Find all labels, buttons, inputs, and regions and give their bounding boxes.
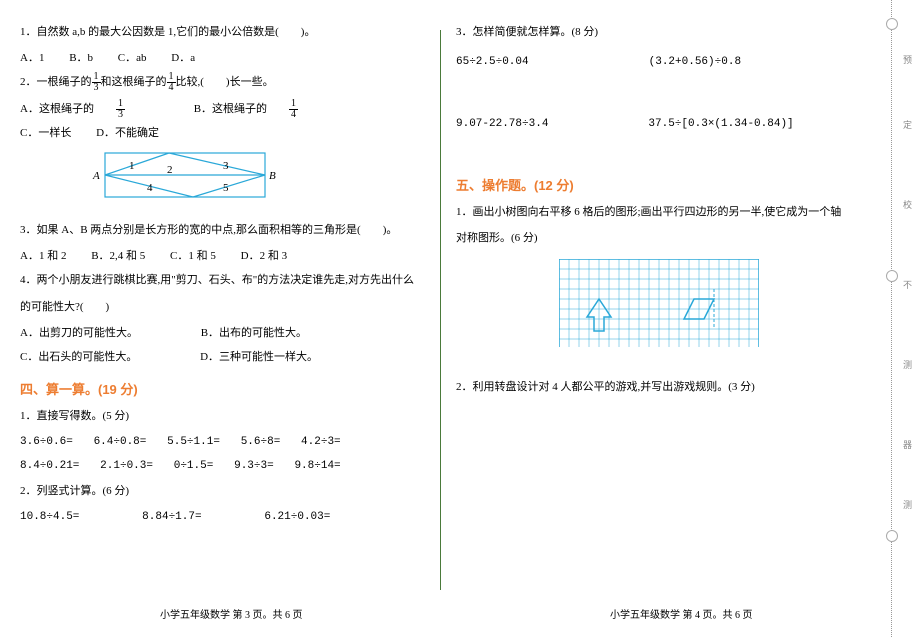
c3-1: 10.8÷4.5=	[20, 505, 79, 529]
svg-text:2: 2	[167, 164, 173, 176]
q1-opt-c: C．ab	[118, 46, 147, 70]
q4-opt-a: A．出剪刀的可能性大。	[20, 321, 138, 345]
margin-circle	[886, 18, 898, 30]
margin-label: 校	[901, 200, 914, 209]
q2b-pre: B．这根绳子的	[194, 97, 267, 121]
margin-label: 预	[901, 55, 914, 64]
margin-label: 定	[901, 120, 914, 129]
c3-3: 6.21÷0.03=	[264, 505, 330, 529]
op2-text: 2．利用转盘设计对 4 人都公平的游戏,并写出游戏规则。(3 分)	[456, 375, 861, 399]
svg-text:4: 4	[147, 182, 153, 194]
q4-opt-d: D．三种可能性一样大。	[200, 345, 318, 369]
q2b-n: 1	[289, 99, 298, 110]
margin-circle	[886, 530, 898, 542]
expr-row2: 9.07-22.78÷3.4 37.5÷[0.3×(1.34-0.84)]	[456, 118, 861, 130]
margin-label: 测	[901, 360, 914, 369]
calc2-row: 10.8÷4.5= 8.84÷1.7= 6.21÷0.03=	[20, 505, 425, 529]
expr1-2: (3.2+0.56)÷0.8	[649, 56, 741, 68]
q4-text2: 的可能性大?( )	[20, 295, 425, 319]
q2-pre: 2．一根绳子的	[20, 76, 92, 88]
c1-5: 4.2÷3=	[301, 430, 341, 454]
expr1-1: 65÷2.5÷0.04	[456, 56, 529, 68]
calc1-row2: 8.4÷0.21= 2.1÷0.3= 0÷1.5= 9.3÷3= 9.8÷14=	[20, 454, 425, 478]
q2a-pre: A．这根绳子的	[20, 97, 94, 121]
q2b-d: 4	[289, 110, 298, 120]
q2-post: 比较,( )长一些。	[176, 76, 274, 88]
q2-text: 2．一根绳子的13和这根绳子的14比较,( )长一些。	[20, 70, 425, 94]
calc2-title: 2．列竖式计算。(6 分)	[20, 479, 425, 503]
calc1-row1: 3.6÷0.6= 6.4÷0.8= 5.5÷1.1= 5.6÷8= 4.2÷3=	[20, 430, 425, 454]
q4-opt-c: C．出石头的可能性大。	[20, 345, 137, 369]
q2b-frac: 14	[289, 99, 320, 120]
margin-label: 不	[901, 280, 914, 289]
q2-opt-d: D．不能确定	[96, 121, 159, 145]
q2-options: A．这根绳子的13 B．这根绳子的14 C．一样长 D．不能确定	[20, 97, 425, 145]
q2-opt-b: B．这根绳子的 14	[194, 97, 342, 121]
footer-left: 小学五年级数学 第 3 页。共 6 页	[160, 606, 303, 621]
c2-4: 9.3÷3=	[234, 454, 274, 478]
left-column: 1．自然数 a,b 的最大公因数是 1,它们的最小公倍数是( )。 A．1 B．…	[20, 20, 440, 600]
grid-figure	[559, 259, 759, 347]
q3-text: 3．如果 A、B 两点分别是长方形的宽的中点,那么面积相等的三角形是( )。	[20, 218, 425, 242]
svg-text:5: 5	[223, 182, 229, 194]
calc1-title: 1．直接写得数。(5 分)	[20, 404, 425, 428]
expr2-1: 9.07-22.78÷3.4	[456, 118, 548, 130]
frac2-d: 4	[167, 83, 176, 93]
op1-line2: 对称图形。(6 分)	[456, 226, 861, 250]
c1-2: 6.4÷0.8=	[94, 430, 147, 454]
c2-3: 0÷1.5=	[174, 454, 214, 478]
expr2-2: 37.5÷[0.3×(1.34-0.84)]	[648, 118, 793, 130]
q2a-frac: 13	[116, 99, 147, 120]
q2-opt-a: A．这根绳子的 13	[20, 97, 169, 121]
svg-text:A: A	[92, 170, 100, 182]
c2-1: 8.4÷0.21=	[20, 454, 79, 478]
q3-opt-c: C．1 和 5	[170, 244, 216, 268]
q3-opt-a: A．1 和 2	[20, 244, 66, 268]
svg-text:3: 3	[223, 160, 229, 172]
op1-line1: 1．画出小树图向右平移 6 格后的图形;画出平行四边形的另一半,使它成为一个轴	[456, 200, 861, 224]
svg-text:1: 1	[129, 160, 135, 172]
c3-2: 8.84÷1.7=	[142, 505, 201, 529]
q4-opts-row2: C．出石头的可能性大。 D．三种可能性一样大。	[20, 345, 425, 369]
q1-opt-b: B．b	[69, 46, 93, 70]
q4-opts-row1: A．出剪刀的可能性大。 B．出布的可能性大。	[20, 321, 425, 345]
q2a-n: 1	[116, 99, 125, 110]
q1-text: 1．自然数 a,b 的最大公因数是 1,它们的最小公倍数是( )。	[20, 20, 425, 44]
c1-1: 3.6÷0.6=	[20, 430, 73, 454]
c1-3: 5.5÷1.1=	[167, 430, 220, 454]
c2-5: 9.8÷14=	[294, 454, 340, 478]
q2-frac1: 13	[92, 72, 101, 93]
q3-opt-b: B．2,4 和 5	[91, 244, 145, 268]
q2-frac2: 14	[167, 72, 176, 93]
q1-opt-a: A．1	[20, 46, 44, 70]
footer-right: 小学五年级数学 第 4 页。共 6 页	[610, 606, 753, 621]
svg-text:B: B	[269, 170, 276, 182]
q2-mid: 和这根绳子的	[101, 76, 167, 88]
q3-opt-d: D．2 和 3	[241, 244, 287, 268]
r-q3-title: 3．怎样简便就怎样算。(8 分)	[456, 20, 861, 44]
c1-4: 5.6÷8=	[241, 430, 281, 454]
right-column: 3．怎样简便就怎样算。(8 分) 65÷2.5÷0.04 (3.2+0.56)÷…	[441, 20, 861, 600]
frac1-d: 3	[92, 83, 101, 93]
q2a-d: 3	[116, 110, 125, 120]
margin-circle	[886, 270, 898, 282]
page-container: 1．自然数 a,b 的最大公因数是 1,它们的最小公倍数是( )。 A．1 B．…	[0, 0, 920, 600]
section4-title: 四、算一算。(19 分)	[20, 379, 425, 398]
c2-2: 2.1÷0.3=	[100, 454, 153, 478]
expr-row1: 65÷2.5÷0.04 (3.2+0.56)÷0.8	[456, 56, 861, 68]
q2-opt-c: C．一样长	[20, 121, 71, 145]
section5-title: 五、操作题。(12 分)	[456, 175, 861, 194]
q1-options: A．1 B．b C．ab D．a	[20, 46, 425, 70]
q4-opt-b: B．出布的可能性大。	[201, 321, 307, 345]
rectangle-figure: A B 1 2 3 4 5	[80, 147, 300, 209]
margin-label: 器	[901, 440, 914, 449]
q1-opt-d: D．a	[171, 46, 195, 70]
margin-label: 测	[901, 500, 914, 509]
q3-options: A．1 和 2 B．2,4 和 5 C．1 和 5 D．2 和 3	[20, 244, 425, 268]
q4-text1: 4．两个小朋友进行跳棋比赛,用"剪刀、石头、布"的方法决定谁先走,对方先出什么	[20, 268, 425, 292]
